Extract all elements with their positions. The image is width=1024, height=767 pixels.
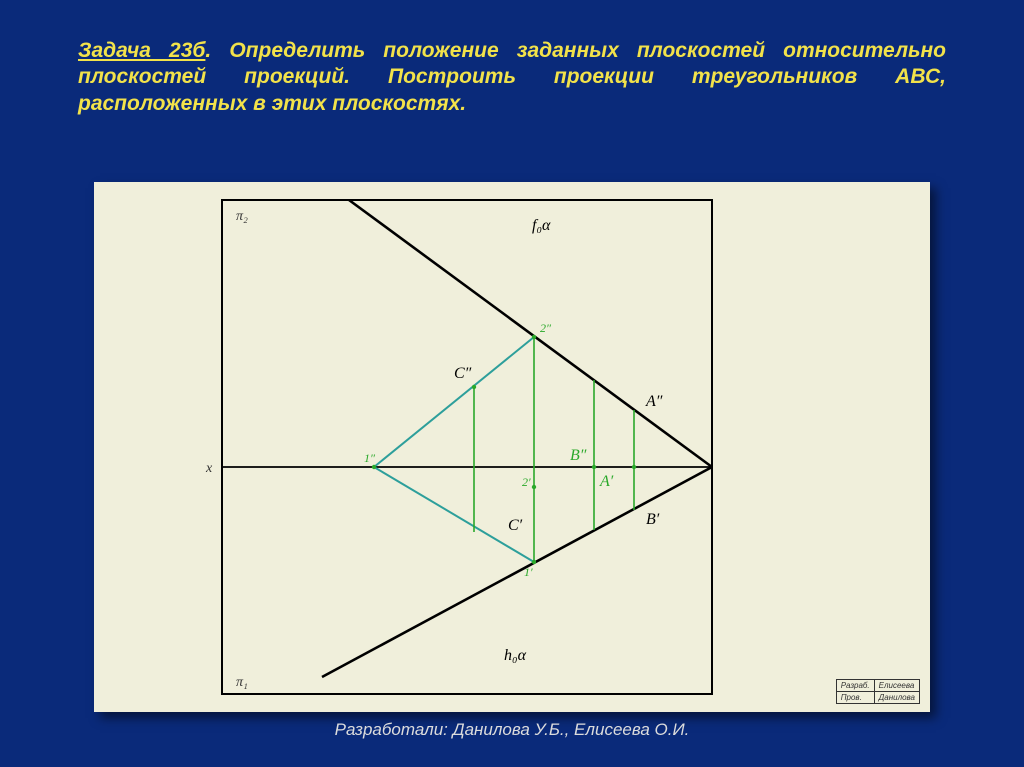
svg-text:C′: C′ [508,517,523,534]
svg-text:π₂: π₂ [236,209,248,224]
svg-text:1″: 1″ [364,451,376,465]
trailing-dot: . [460,92,466,115]
projection-diagram: π₂ π₁ x f₀α h₀α 2″ C″ A″ 1″ B″ 2′ A′ C′ B′ 1′ [94,182,930,712]
stamp-developed-name: Елисеева [874,680,919,692]
figure-panel: π₂ π₁ x f₀α h₀α 2″ C″ A″ 1″ B″ 2′ A′ C′ B′ 1′ Разраб. … [94,182,930,712]
stamp-checked-name: Данилова [874,692,919,704]
svg-text:x: x [205,461,213,476]
svg-text:A″: A″ [645,393,663,410]
svg-text:B″: B″ [570,447,587,464]
stamp-developed-label: Разраб. [836,680,874,692]
svg-text:1′: 1′ [524,565,533,579]
svg-text:C″: C″ [454,365,472,382]
stamp-checked-label: Пров. [836,692,874,704]
svg-text:A′: A′ [599,473,614,490]
svg-text:π₁: π₁ [236,675,248,690]
svg-text:2″: 2″ [540,321,552,335]
svg-text:f₀α: f₀α [532,217,551,234]
task-number: Задача 23б [78,39,205,62]
title-block-stamp: Разраб. Елисеева Пров. Данилова [836,679,920,704]
task-title: Задача 23б. Определить положение заданны… [0,0,1024,127]
svg-text:2′: 2′ [522,475,531,489]
slide-container: Задача 23б. Определить положение заданны… [0,0,1024,767]
svg-text:h₀α: h₀α [504,647,527,664]
task-description: . Определить положение заданных плоскост… [78,39,946,115]
svg-text:B′: B′ [646,511,660,528]
author-credit: Разработали: Данилова У.Б., Елисеева О.И… [0,720,1024,740]
